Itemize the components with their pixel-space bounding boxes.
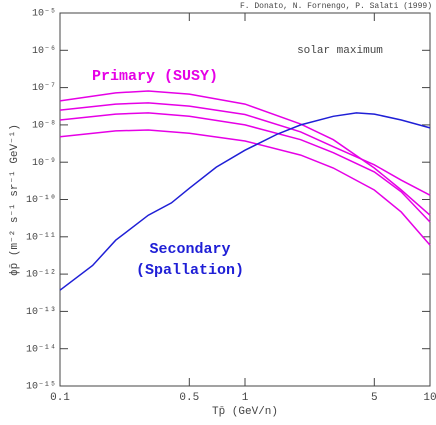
data-line (59, 112, 431, 223)
data-line (59, 90, 431, 216)
x-tick-label: 10 (423, 392, 436, 404)
y-tick-label: 10⁻¹⁵ (26, 382, 56, 393)
x-tick-label: 5 (371, 392, 378, 404)
credit: F. Donato, N. Fornengo, P. Salati (1999) (240, 2, 432, 11)
y-tick-label: 10⁻⁵ (32, 9, 56, 20)
x-tick-label: 1 (242, 392, 249, 404)
data-line (59, 129, 431, 246)
x-tick-label: 0.5 (179, 392, 199, 404)
y-tick-label: 10⁻⁹ (32, 158, 56, 169)
y-tick-label: 10⁻⁸ (32, 121, 56, 132)
y-tick-label: 10⁻⁶ (32, 46, 56, 57)
annotation: solar maximum (297, 45, 383, 57)
series-annotation: (Spallation) (136, 262, 244, 279)
series-annotation: Secondary (149, 241, 230, 258)
y-tick-label: 10⁻¹⁴ (26, 343, 56, 355)
y-tick-label: 10⁻⁷ (32, 83, 56, 94)
series-annotation: Primary (SUSY) (92, 68, 218, 85)
y-tick-label: 10⁻¹¹ (26, 232, 56, 243)
data-line (59, 102, 431, 196)
y-tick-label: 10⁻¹³ (26, 307, 56, 318)
x-axis-label: Tp̄ (GeV/n) (212, 406, 278, 418)
x-tick-label: 0.1 (50, 392, 70, 404)
y-tick-label: 10⁻¹² (26, 270, 56, 281)
y-axis-label: ϕp̄ (m⁻² s⁻¹ sr⁻¹ GeV⁻¹) (9, 124, 21, 276)
y-tick-label: 10⁻¹⁰ (26, 194, 56, 206)
data-line (59, 112, 431, 291)
